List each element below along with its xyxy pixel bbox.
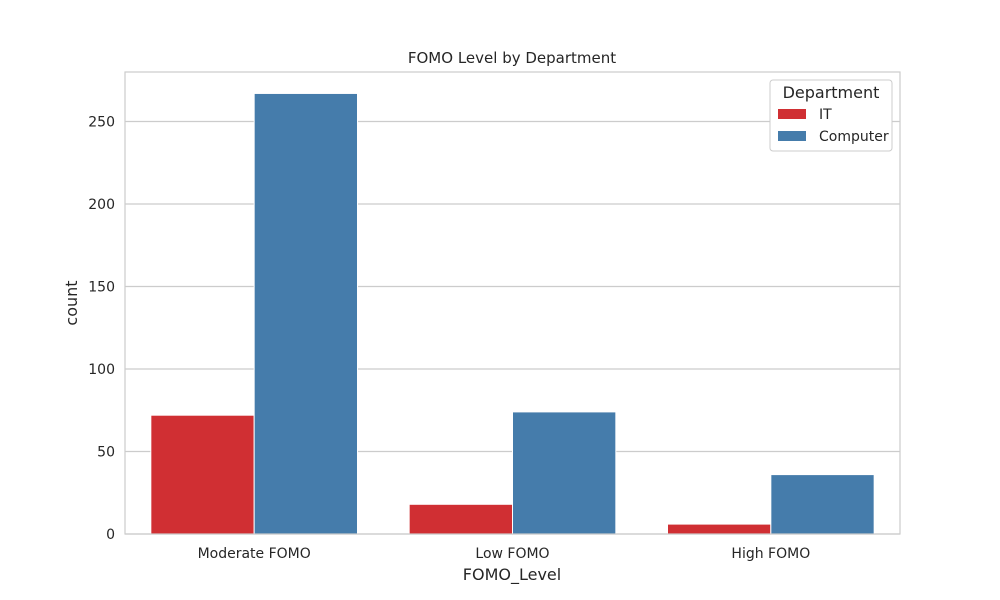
bar-computer-1 [253,92,359,535]
legend-label-computer: Computer [819,129,889,145]
x-tick-label: High FOMO [731,546,810,562]
y-tick-label: 100 [88,362,115,378]
y-axis-label: count [62,280,81,325]
x-tick-label: Low FOMO [475,546,549,562]
legend-swatch-computer [778,131,806,141]
x-tick-labels: Moderate FOMO Low FOMO High FOMO [198,546,811,562]
bars [150,92,875,535]
y-tick-label: 150 [88,280,115,296]
chart-title: FOMO Level by Department [408,49,616,67]
legend: Department IT Computer [769,79,893,152]
plot-frame [124,71,901,535]
x-axis-label: FOMO_Level [463,565,561,585]
bar-it-2 [408,503,513,535]
y-tick-label: 200 [88,197,115,213]
y-tick-label: 250 [88,115,115,131]
y-tick-label: 50 [97,445,115,461]
bar-it-3 [667,523,772,535]
legend-title: Department [783,83,880,102]
bar-computer-3 [770,474,875,535]
y-tick-label: 0 [106,527,115,543]
bar-it-1 [150,414,255,535]
legend-label-it: IT [819,107,832,123]
bar-computer-2 [512,411,617,535]
x-tick-label: Moderate FOMO [198,546,311,562]
legend-swatch-it [778,109,806,119]
y-tick-labels: 0 50 100 150 200 250 [88,115,115,544]
